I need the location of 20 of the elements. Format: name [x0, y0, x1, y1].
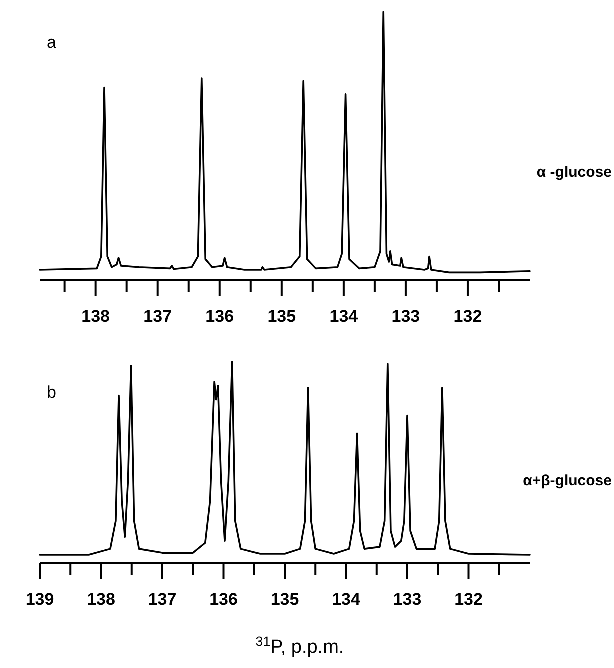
x-tick-label: 137	[144, 307, 172, 326]
x-tick-label: 133	[392, 307, 420, 326]
text: b	[47, 383, 56, 402]
x-tick-label: 139	[26, 590, 54, 609]
x-tick-label: 134	[332, 590, 361, 609]
x-tick-label: 134	[330, 307, 359, 326]
x-tick-label: 136	[206, 307, 234, 326]
x-tick-label: 138	[82, 307, 110, 326]
text: α+β-glucose	[523, 472, 612, 490]
x-tick-label: 135	[270, 590, 300, 609]
x-tick-label: 132	[454, 307, 482, 326]
x-tick-label: 135	[268, 307, 296, 326]
x-tick-label: 133	[393, 590, 422, 609]
text: α -glucose	[536, 164, 612, 181]
x-tick-label: 132	[454, 590, 483, 609]
x-tick-label: 138	[87, 590, 116, 609]
x-axis-title: $^{31}$P, p.p.m.	[256, 634, 344, 658]
x-tick-label: 136	[210, 590, 238, 609]
x-tick-label: 137	[148, 590, 177, 609]
text: a	[47, 33, 57, 52]
